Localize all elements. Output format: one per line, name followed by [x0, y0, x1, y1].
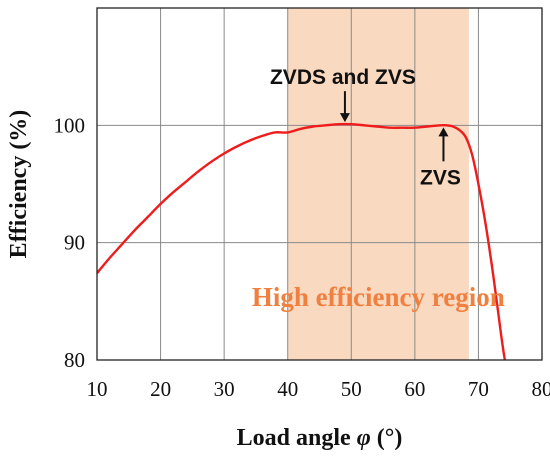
x-axis-label: Load angle φ (°): [237, 425, 403, 451]
x-tick-label: 80: [532, 377, 550, 401]
high-efficiency-region: [287, 8, 469, 360]
annotation-zvs-arrowhead: [438, 127, 449, 137]
annotation-zvs-text: ZVS: [420, 166, 461, 189]
x-tick-label: 60: [404, 377, 425, 401]
annotation-zvds-zvs-arrowhead: [339, 113, 350, 123]
region-label: High efficiency region: [252, 282, 505, 312]
y-tick-label: 80: [64, 348, 85, 372]
x-tick-label: 50: [341, 377, 362, 401]
x-tick-labels: 10 20 30 40 50 60 70 80: [87, 377, 550, 401]
x-tick-label: 40: [277, 377, 298, 401]
x-tick-label: 10: [87, 377, 108, 401]
annotation-zvds-zvs: ZVDS and ZVS: [270, 66, 416, 123]
x-tick-label: 70: [468, 377, 489, 401]
y-axis-label: Efficiency (%): [6, 110, 32, 259]
x-tick-label: 20: [150, 377, 171, 401]
plot-frame: [96, 7, 543, 361]
x-tick-label: 30: [214, 377, 235, 401]
y-tick-labels: 80 90 100: [54, 113, 86, 372]
y-tick-label: 100: [54, 113, 86, 137]
series-line-efficiency: [97, 122, 507, 360]
y-tick-label: 90: [64, 231, 85, 255]
annotation-zvs: ZVS: [420, 127, 461, 189]
annotation-zvds-zvs-text: ZVDS and ZVS: [270, 66, 416, 89]
